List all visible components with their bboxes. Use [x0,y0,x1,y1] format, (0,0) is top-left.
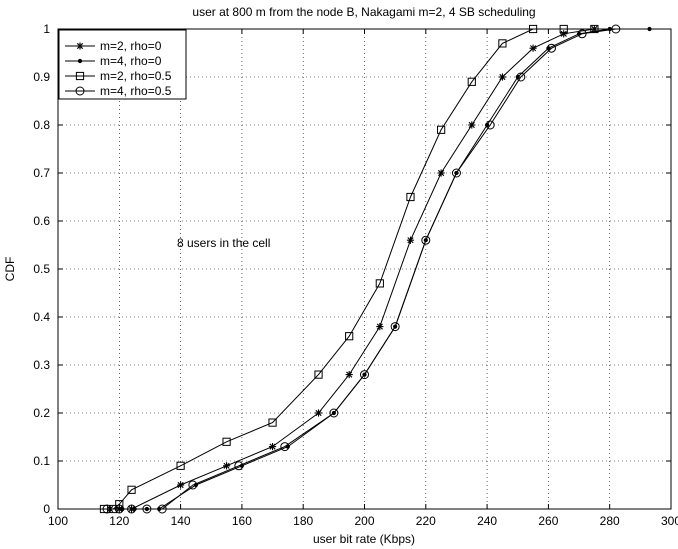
annotation-text: 8 users in the cell [177,236,270,250]
marker-square-point [176,461,185,470]
x-tick-label: 100 [48,514,68,528]
marker-square-point [406,192,415,202]
y-tick-label: 0.3 [33,358,50,372]
legend-label: m=4, rho=0.5 [100,84,172,98]
marker-star-point [345,371,353,379]
marker-star-point [376,323,384,331]
marker-dot-legend [77,58,83,64]
legend-label: m=2, rho=0 [100,39,162,53]
x-tick-label: 140 [171,514,191,528]
marker-star-point [177,481,185,489]
marker-circle-point [390,322,400,332]
marker-square-point [498,39,507,48]
legend: m=2, rho=0m=4, rho=0m=2, rho=0.5m=4, rho… [58,29,187,100]
marker-circle-point [546,43,556,53]
y-tick-label: 0.6 [33,214,50,228]
marker-circle-point [280,442,290,452]
series-line-1 [110,28,595,510]
marker-circle-point [360,370,369,380]
marker-dot-point [331,410,336,416]
marker-dot-point [454,170,459,176]
x-tick-label: 240 [477,514,497,528]
marker-star-point [406,236,415,244]
marker-circle-point [188,480,198,490]
marker-circle-point [451,168,461,178]
y-tick-label: 0.9 [33,70,50,84]
x-tick-label: 200 [354,514,374,528]
marker-star-point [560,30,568,38]
marker-square-point [345,332,354,341]
y-tick-label: 0.4 [33,310,50,324]
marker-dot-point [393,324,398,329]
marker-star-point [529,44,537,52]
plot-frame [57,28,672,510]
marker-star-legend [76,42,84,50]
marker-star-point [314,409,323,417]
marker-square-legend [75,71,85,81]
x-tick-label: 120 [109,514,129,528]
y-tick-label: 0 [43,502,50,516]
series-line-3 [104,28,595,510]
marker-star-point [498,73,507,81]
marker-circle-point [516,72,526,82]
marker-dot-point [362,372,367,377]
marker-star-point [437,169,445,177]
grid [58,29,671,509]
legend-label: m=2, rho=0.5 [100,69,172,83]
marker-dot-point [423,238,428,243]
marker-square-point [314,370,323,379]
legend-label: m=4, rho=0 [100,54,162,68]
x-axis-label: user bit rate (Kbps) [313,532,415,546]
marker-circle-point [421,235,431,245]
marker-square-point [268,418,277,427]
y-axis-label: CDF [3,257,17,282]
y-tick-label: 0.5 [33,262,50,276]
x-tick-label: 220 [416,514,436,528]
marker-star-point [468,121,476,129]
marker-circle-point [234,461,244,471]
marker-square-point [375,279,384,288]
marker-square-point [115,500,124,509]
series-markers [99,24,652,514]
x-tick-label: 300 [661,514,678,528]
y-tick-label: 0.8 [33,118,50,132]
y-tick-label: 0.1 [33,454,50,468]
axis-ticks: 100 120 140 160 180 200 220 240 260 280 300 0 0.1 0.2… [33,22,678,528]
x-tick-label: 160 [232,514,252,528]
marker-circle-point [577,29,587,39]
marker-square-point [127,485,136,494]
x-tick-label: 260 [538,514,558,528]
marker-circle-legend [75,86,85,96]
y-tick-label: 0.2 [33,406,50,420]
marker-square-point [437,125,446,134]
marker-square-point [467,77,476,86]
x-tick-label: 180 [293,514,313,528]
marker-circle-point [485,120,495,130]
chart-title: user at 800 m from the node B, Nakagami … [192,5,535,19]
marker-circle-point [329,408,339,418]
marker-star-point [222,462,231,470]
marker-star-point [268,443,277,451]
y-tick-label: 1 [43,22,50,36]
marker-square-point [222,437,231,446]
y-tick-label: 0.7 [33,166,50,180]
x-tick-label: 280 [600,514,620,528]
